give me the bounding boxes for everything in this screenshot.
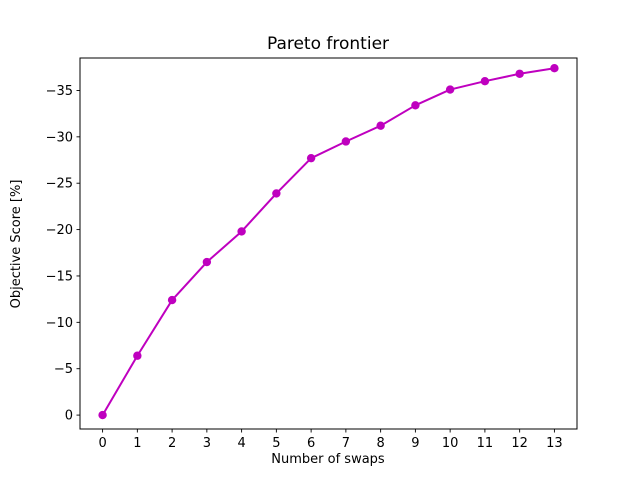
x-tick-label: 0 [98, 436, 106, 451]
y-axis-ticks: 0 −5 −10 −15 −20 −25 −30 −35 [46, 84, 80, 424]
data-point-marker [480, 76, 490, 86]
y-tick-label: −15 [46, 269, 73, 284]
line-series [101, 67, 556, 417]
data-point-marker [237, 227, 246, 236]
data-point-marker [445, 85, 455, 94]
x-tick-label: 1 [133, 436, 141, 451]
x-axis-label: Number of swaps [271, 452, 385, 467]
x-tick-label: 11 [477, 436, 494, 451]
x-tick-label: 12 [511, 436, 528, 451]
y-tick-label: −20 [46, 223, 73, 238]
x-tick-label: 9 [411, 436, 419, 451]
data-point-marker [306, 153, 316, 163]
x-tick-label: 7 [342, 436, 350, 451]
y-tick-label: −25 [46, 177, 73, 192]
x-tick-label: 10 [442, 436, 459, 451]
data-point-marker [411, 101, 420, 110]
y-tick-label: −35 [46, 84, 73, 99]
x-axis-ticks: 0 1 2 3 4 5 6 7 8 9 10 11 12 13 [98, 429, 563, 451]
x-tick-label: 5 [272, 436, 280, 451]
y-tick-label: −10 [46, 316, 73, 331]
x-tick-label: 2 [168, 436, 176, 451]
x-tick-label: 6 [307, 436, 315, 451]
data-point-marker [202, 257, 212, 267]
x-tick-label: 8 [376, 436, 384, 451]
plot-area [79, 57, 578, 430]
data-point-marker [515, 69, 524, 78]
x-tick-label: 4 [237, 436, 245, 451]
data-markers [98, 64, 559, 420]
data-point-marker [550, 64, 559, 73]
data-point-marker [98, 410, 107, 420]
x-tick-label: 13 [546, 436, 563, 451]
chart-title: Pareto frontier [267, 34, 389, 54]
data-point-marker [272, 189, 281, 198]
data-point-marker [133, 351, 142, 360]
y-axis-label: Objective Score [%] [9, 180, 24, 309]
y-tick-label: −30 [46, 130, 73, 145]
y-tick-label: 0 [65, 409, 73, 424]
data-point-marker [341, 137, 351, 146]
data-point-marker [167, 295, 177, 305]
data-point-marker [376, 121, 385, 130]
x-tick-label: 3 [203, 436, 211, 451]
y-tick-label: −5 [54, 362, 73, 377]
series-line [101, 67, 556, 417]
